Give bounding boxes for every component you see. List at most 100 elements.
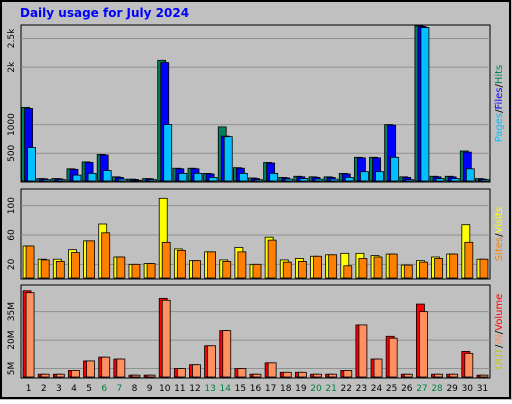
bar — [193, 172, 203, 182]
x-tick-label: 14 — [220, 384, 232, 394]
y-tick-label: 2k — [7, 61, 17, 73]
bar — [42, 179, 52, 182]
x-tick-label: 1 — [26, 384, 32, 394]
bar — [343, 265, 353, 279]
y-tick-label: 20M — [7, 330, 17, 349]
bar — [131, 374, 141, 378]
x-tick-label: 21 — [325, 384, 336, 394]
bar — [314, 178, 324, 182]
bar — [57, 179, 67, 182]
bar — [161, 299, 171, 378]
bar — [55, 373, 65, 378]
x-tick-label: 23 — [356, 384, 367, 394]
chart-title: Daily usage for July 2024 — [20, 6, 189, 20]
bar — [388, 253, 398, 279]
bar — [25, 245, 35, 279]
x-tick-label: 28 — [431, 384, 443, 394]
bar — [163, 124, 173, 182]
bar — [40, 373, 50, 378]
x-tick-label: 19 — [295, 384, 307, 394]
bar — [238, 172, 248, 182]
bar — [161, 241, 171, 279]
legend: Pages/Files/Hits — [494, 65, 505, 143]
x-tick-label: 8 — [132, 384, 138, 394]
bar — [419, 311, 428, 378]
bar — [25, 292, 35, 378]
bar — [449, 373, 459, 378]
bar — [101, 232, 111, 279]
x-tick-label: 25 — [386, 384, 397, 394]
bar — [358, 324, 368, 378]
bar — [343, 370, 353, 378]
x-tick-label: 2 — [41, 384, 47, 394]
bar — [131, 263, 141, 279]
bar — [465, 168, 475, 182]
bar — [208, 177, 218, 182]
bar — [344, 177, 354, 182]
x-tick-label: 29 — [446, 384, 458, 394]
bar — [117, 178, 127, 182]
y-tick-label: 1000 — [7, 113, 17, 136]
bar — [102, 170, 112, 182]
bar — [464, 241, 474, 279]
y-tick-label: 35M — [7, 302, 17, 321]
legend-entry: Sites — [494, 237, 505, 261]
bar — [388, 337, 398, 378]
bar — [449, 253, 459, 279]
legend-entry: OUT — [494, 347, 505, 369]
x-tick-label: 18 — [280, 384, 292, 394]
legend: Sites/Visits — [494, 207, 505, 261]
bar — [72, 174, 82, 182]
bar — [434, 258, 443, 279]
legend-separator: / — [494, 330, 505, 334]
bar — [116, 358, 126, 378]
bar — [328, 254, 338, 279]
x-tick-label: 7 — [116, 384, 122, 394]
bar — [222, 260, 232, 279]
bar — [419, 261, 428, 279]
bar — [297, 371, 307, 378]
x-tick-label: 24 — [371, 384, 383, 394]
bar — [237, 251, 247, 279]
bar — [176, 368, 186, 378]
bar — [237, 368, 247, 378]
bar — [252, 373, 262, 378]
bar — [101, 356, 111, 378]
bar — [390, 156, 400, 182]
bar — [360, 171, 369, 182]
x-tick-label: 27 — [416, 384, 427, 394]
bar — [299, 178, 309, 182]
bar — [178, 172, 188, 182]
bar — [405, 179, 415, 182]
legend-separator: / — [494, 233, 505, 237]
bar — [86, 240, 95, 279]
bar — [267, 362, 277, 378]
bar — [403, 264, 413, 279]
bar — [313, 373, 322, 378]
x-tick-label: 3 — [56, 384, 62, 394]
bar — [297, 260, 307, 279]
bar — [282, 261, 292, 279]
bar — [176, 249, 186, 279]
legend-entry: IN — [494, 334, 505, 344]
bar — [479, 374, 489, 378]
x-tick-label: 26 — [401, 384, 413, 394]
x-tick-label: 16 — [250, 384, 262, 394]
bar — [481, 179, 490, 182]
bar — [403, 373, 413, 378]
bar — [464, 352, 474, 378]
bar — [358, 258, 368, 279]
legend-entry: Files — [494, 88, 505, 110]
y-tick-label: 20 — [7, 258, 17, 270]
legend-entry: Volume — [494, 294, 505, 331]
bar — [40, 259, 50, 279]
bar — [223, 136, 233, 182]
bar — [55, 260, 65, 279]
bar — [146, 263, 156, 279]
x-tick-label: 17 — [265, 384, 276, 394]
bar — [148, 179, 157, 182]
bar — [420, 27, 430, 182]
bar — [207, 251, 217, 279]
